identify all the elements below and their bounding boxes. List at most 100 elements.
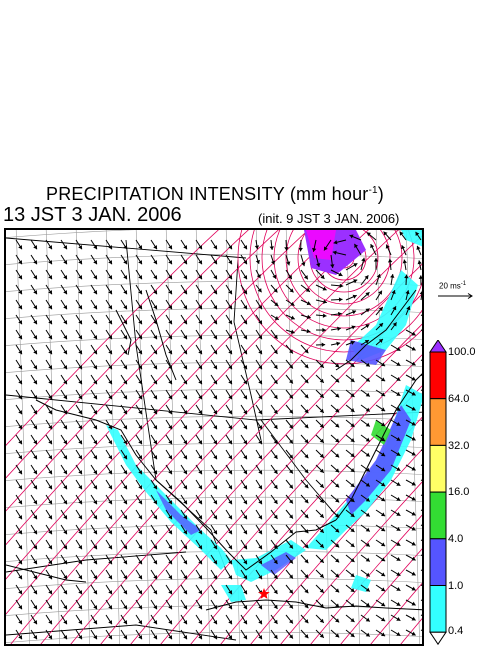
wind-arrow <box>150 404 158 415</box>
wind-arrow-head <box>123 305 127 310</box>
boundary-line <box>233 259 262 441</box>
wind-arrow-head <box>258 395 262 400</box>
wind-arrow-head <box>396 436 401 441</box>
coastline-segment <box>335 373 422 521</box>
wind-arrow-head <box>378 339 383 344</box>
wind-arrow-head <box>289 424 293 429</box>
wind-arrow-head <box>63 500 67 505</box>
wind-arrow <box>135 359 143 370</box>
wind-arrow-head <box>289 439 293 444</box>
wind-arrow <box>270 584 278 595</box>
wind-arrow-head <box>411 556 416 561</box>
wind-arrow-head <box>319 408 324 413</box>
wind-arrow-head <box>108 320 112 325</box>
wind-arrow-head <box>350 513 355 517</box>
wind-arrow-head <box>93 605 97 610</box>
wind-arrow-head <box>18 530 22 535</box>
wind-arrow <box>300 554 309 564</box>
wind-arrow-head <box>304 619 309 624</box>
wind-arrow <box>255 299 263 310</box>
wind-arrow <box>210 524 218 535</box>
wind-arrow <box>120 629 128 640</box>
wind-arrow <box>105 554 113 565</box>
scale-top-triangle <box>429 340 447 353</box>
wind-arrow-head <box>365 452 370 457</box>
wind-arrow-head <box>304 379 309 384</box>
wind-arrow-head <box>304 514 309 519</box>
wind-arrow-head <box>273 559 278 564</box>
wind-arrow-head <box>168 440 172 445</box>
wind-arrow-head <box>289 574 293 579</box>
wind-arrow <box>105 284 113 295</box>
wind-arrow <box>270 389 278 400</box>
wind-arrow <box>405 389 416 396</box>
wind-arrow <box>45 359 53 370</box>
wind-arrow <box>240 434 248 445</box>
wind-arrow <box>420 464 422 467</box>
wind-arrow-head <box>365 497 370 502</box>
wind-arrow <box>416 245 422 256</box>
meridian-line <box>135 230 150 644</box>
wind-arrow <box>420 344 422 347</box>
parallel-line <box>6 523 422 535</box>
wind-arrow-head <box>63 395 67 400</box>
wind-arrow-head <box>354 243 359 249</box>
wind-arrow <box>90 629 98 640</box>
wind-arrow-head <box>319 483 324 488</box>
wind-arrow <box>269 239 274 250</box>
wind-arrow-head <box>213 590 217 595</box>
wind-arrow <box>75 329 83 340</box>
wind-arrow-head <box>411 631 416 636</box>
wind-arrow-head <box>213 515 217 520</box>
wind-arrow-head <box>274 302 279 307</box>
wind-arrow-head <box>153 590 157 595</box>
coastline-segment <box>6 564 87 583</box>
wind-arrow-head <box>93 635 97 640</box>
wind-arrow <box>375 449 386 457</box>
wind-arrow <box>105 569 113 580</box>
wind-arrow <box>195 434 203 445</box>
wind-arrow-head <box>228 545 232 550</box>
wind-arrow <box>285 359 294 369</box>
wind-arrow <box>195 389 203 400</box>
wind-arrow <box>330 254 335 269</box>
wind-arrow <box>405 479 416 486</box>
wind-arrow-head <box>108 530 112 535</box>
wind-arrow-head <box>273 529 278 534</box>
wind-arrow-head <box>18 245 22 250</box>
wind-arrow-head <box>108 575 112 580</box>
wind-arrow-head <box>108 305 112 310</box>
wind-arrow-head <box>213 410 217 415</box>
wind-arrow-head <box>321 342 326 347</box>
wind-arrow <box>150 479 158 490</box>
wind-arrow <box>225 494 233 505</box>
wind-arrow <box>210 344 218 355</box>
wind-arrow <box>390 479 401 487</box>
wind-arrow <box>15 284 23 295</box>
wind-arrow <box>420 404 422 407</box>
wind-arrow <box>225 389 233 400</box>
wind-arrow <box>135 329 143 340</box>
wind-arrow-head <box>365 527 370 532</box>
wind-arrow <box>165 464 173 475</box>
wind-arrow <box>90 524 98 535</box>
wind-arrow-head <box>168 605 172 610</box>
wind-arrow-head <box>273 379 278 384</box>
wind-arrow-head <box>183 440 187 445</box>
wind-arrow <box>345 434 355 443</box>
wind-arrow <box>135 554 143 565</box>
wind-arrow-head <box>289 514 293 519</box>
wind-arrow <box>360 374 371 382</box>
wind-arrow-head <box>335 423 340 428</box>
wind-arrow <box>240 239 248 250</box>
wind-arrow <box>330 269 343 277</box>
wind-arrow-head <box>153 470 157 475</box>
wind-arrow <box>30 299 38 310</box>
wind-arrow-head <box>123 335 127 340</box>
wind-arrow-head <box>108 410 112 415</box>
wind-arrow-head <box>63 605 67 610</box>
wind-arrow <box>90 344 98 355</box>
wind-arrow-head <box>396 406 401 411</box>
wind-arrow-head <box>48 605 52 610</box>
wind-arrow-head <box>365 542 370 547</box>
